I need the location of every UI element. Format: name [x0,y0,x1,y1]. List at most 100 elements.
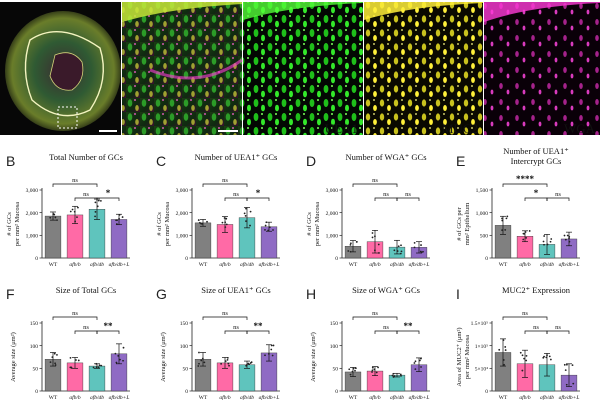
data-point [264,354,266,357]
data-point [246,363,248,366]
uea1-channel-micrograph: UEA1 [243,2,363,136]
data-point [198,351,200,354]
data-point [546,243,549,246]
chart-title: Number of UEA1⁺ GCs [195,152,278,162]
chart-c: C Number of UEA1⁺ GCs 0 1,000 2,000 3,000 # of… [156,152,280,268]
bar [388,374,406,392]
data-point [56,353,58,356]
data-point [54,364,57,366]
wga-channel-micrograph: WGA [484,2,600,136]
data-point [225,223,228,226]
scale-bar [218,130,238,132]
data-point [371,236,374,239]
x-tick-label: afb/db+L [259,261,280,268]
significance-bracket [74,330,98,334]
y-tick-label: 50 [183,367,189,373]
significance-label: ns [383,191,389,198]
significance-label: ns [555,191,561,198]
y-axis-label: Average size (μm²) [10,332,17,382]
panel-a-micrographs: A UEA1 MUC2 [0,2,600,136]
data-point [54,216,57,219]
significance-label: ** [104,321,114,331]
data-point [226,358,229,361]
significance-label: ns [372,177,378,184]
data-point [249,210,252,213]
data-point [267,353,270,355]
y-tick-label: 100 [30,344,39,350]
data-point [100,364,103,367]
significance-label: **** [516,174,535,184]
data-point [265,221,268,224]
bar-afb-db [388,239,406,259]
data-point [522,238,525,241]
chart-f: F Size of Total GCs 0 50 100 150 Average size … [6,285,130,400]
channel-label-muc2: MUC2 [442,121,478,136]
data-point [53,352,56,355]
data-point [264,224,267,227]
y-tick-label: 50 [333,367,339,373]
data-point [501,217,503,220]
data-point [352,367,355,370]
y-tick-label: 100 [330,344,339,350]
data-point [498,348,501,351]
data-point [227,362,230,365]
data-point [347,250,350,252]
data-point [414,360,417,363]
significance-bracket [96,330,120,334]
y-tick-label: 1,000 [326,234,339,240]
y-tick-label: 150 [330,321,339,327]
y-tick-label: 0 [35,256,38,262]
data-point [95,366,98,369]
data-point [550,238,553,240]
data-point [565,363,568,366]
data-point [413,241,416,244]
data-point [572,382,575,385]
data-point [115,361,118,364]
x-tick-label: afb/db+L [109,261,130,268]
y-tick-label: 500 [480,234,489,240]
data-point [419,357,422,360]
chart-title: MUC2⁺ Expression [502,285,571,295]
data-point [92,366,95,369]
data-point [69,210,72,213]
data-point [371,371,373,373]
significance-bracket [246,330,270,334]
chart-title: Intercrypt GCs [511,156,562,166]
y-tick-label: 2,000 [26,211,39,217]
x-tick-label: afb/b [219,394,231,400]
significance-label: * [256,188,261,198]
x-tick-label: afb/db [390,261,404,268]
bar-afb-db-l [560,363,578,392]
data-point [264,228,266,231]
significance-bracket [546,330,570,334]
data-point [206,220,208,223]
data-point [521,354,524,357]
data-point [354,367,357,370]
data-point [197,219,200,221]
data-point [399,373,402,376]
significance-bracket [52,183,98,187]
data-point [548,355,551,358]
chart-title: Size of UEA1⁺ GCs [201,285,270,295]
data-point [565,383,568,386]
chart-title: Number of UEA1⁺ [503,146,568,156]
data-point [393,375,396,378]
significance-bracket [202,316,248,320]
panel-letter: I [456,286,460,302]
data-point [501,229,503,232]
significance-label: ns [533,324,539,331]
channel-label-wga: WGA [564,121,596,136]
x-tick-label: afb/db+L [559,394,580,400]
y-tick-label: 0 [335,256,338,262]
data-point [245,207,247,210]
y-axis-label: per mm² Mucosa [464,335,471,379]
data-point [272,344,275,347]
data-point [564,238,567,241]
data-point [244,214,247,217]
data-point [524,231,527,233]
data-point [249,224,251,227]
significance-bracket [202,183,248,187]
data-point [418,359,421,362]
y-tick-label: 0 [185,389,188,395]
data-point [54,362,57,365]
